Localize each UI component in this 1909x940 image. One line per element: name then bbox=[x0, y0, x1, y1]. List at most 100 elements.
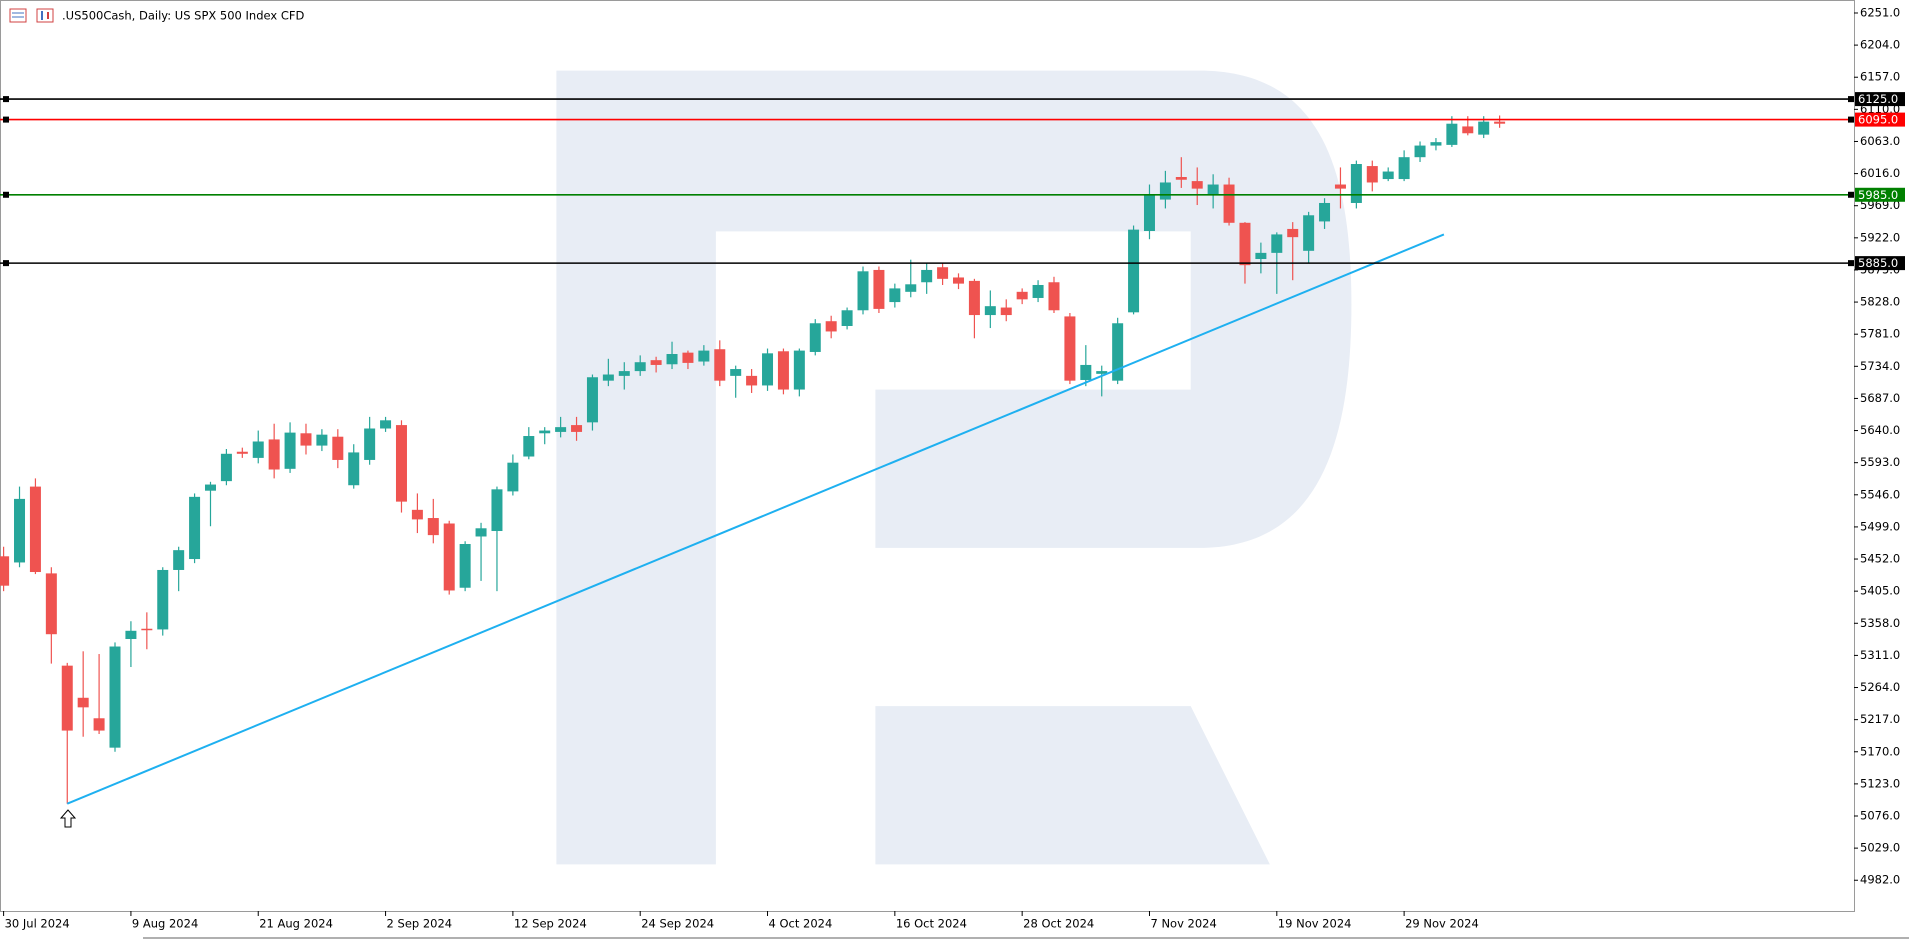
candle-body bbox=[364, 428, 376, 460]
candle-body bbox=[220, 453, 232, 482]
x-tick-label: 29 Nov 2024 bbox=[1405, 917, 1479, 931]
candle-body bbox=[555, 427, 567, 432]
candle-body bbox=[1128, 229, 1140, 313]
candle-body bbox=[905, 284, 917, 292]
candle-body bbox=[1000, 307, 1012, 316]
level-label-box bbox=[1855, 92, 1905, 107]
candle-body bbox=[348, 452, 360, 486]
level-handle bbox=[3, 96, 9, 103]
candle-body bbox=[777, 351, 789, 390]
candle-body bbox=[1271, 234, 1283, 253]
x-tick-label: 2 Sep 2024 bbox=[387, 917, 453, 931]
level-handle bbox=[1848, 191, 1854, 198]
candle-body bbox=[1398, 157, 1410, 180]
candle-body bbox=[1032, 284, 1044, 298]
level-label: 6095.0 bbox=[1858, 113, 1898, 127]
candle-body bbox=[1446, 123, 1458, 145]
x-tick-label: 19 Nov 2024 bbox=[1278, 917, 1352, 931]
y-tick-label: 5781.0 bbox=[1860, 327, 1900, 341]
candle-body bbox=[825, 321, 837, 332]
y-tick-label: 5593.0 bbox=[1860, 455, 1900, 469]
level-handle bbox=[3, 260, 9, 267]
candle-body bbox=[443, 523, 455, 591]
candle-body bbox=[1303, 215, 1315, 251]
candle-body bbox=[14, 498, 26, 563]
candle-body bbox=[141, 628, 153, 631]
y-tick-label: 5499.0 bbox=[1860, 519, 1900, 533]
level-handle bbox=[3, 116, 9, 123]
candle-body bbox=[1175, 177, 1187, 180]
candle-body bbox=[157, 569, 169, 630]
y-tick-label: 6251.0 bbox=[1860, 5, 1900, 19]
candle-body bbox=[666, 354, 678, 365]
candle-body bbox=[1048, 282, 1060, 311]
x-tick-label: 28 Oct 2024 bbox=[1023, 917, 1094, 931]
candle-body bbox=[539, 430, 551, 434]
candle-body bbox=[300, 433, 312, 446]
level-label-box bbox=[1855, 187, 1905, 202]
x-tick-label: 4 Oct 2024 bbox=[769, 917, 833, 931]
y-tick-label: 5452.0 bbox=[1860, 552, 1900, 566]
candle-body bbox=[682, 352, 694, 363]
candle-body bbox=[507, 462, 519, 492]
candle-body bbox=[395, 425, 407, 502]
candle-body bbox=[1287, 228, 1299, 238]
x-tick-label: 24 Sep 2024 bbox=[641, 917, 714, 931]
y-tick-label: 5405.0 bbox=[1860, 584, 1900, 598]
candle-body bbox=[937, 267, 949, 279]
candle-body bbox=[746, 375, 758, 386]
candle-body bbox=[571, 425, 583, 432]
candle-body bbox=[268, 439, 280, 470]
y-tick-label: 5311.0 bbox=[1860, 648, 1900, 662]
candle-body bbox=[0, 556, 10, 586]
x-tick-label: 7 Nov 2024 bbox=[1150, 917, 1216, 931]
candle-body bbox=[77, 697, 89, 708]
y-tick-label: 5358.0 bbox=[1860, 616, 1900, 630]
candle-body bbox=[857, 271, 869, 311]
candle-body bbox=[809, 323, 821, 352]
candle-body bbox=[1159, 182, 1171, 200]
candle-body bbox=[793, 350, 805, 390]
candle-body bbox=[714, 349, 726, 381]
y-tick-label: 6204.0 bbox=[1860, 38, 1900, 52]
y-tick-label: 6063.0 bbox=[1860, 134, 1900, 148]
y-tick-label: 5640.0 bbox=[1860, 423, 1900, 437]
candle-body bbox=[1478, 121, 1490, 135]
level-label: 5985.0 bbox=[1858, 188, 1898, 202]
y-tick-label: 6157.0 bbox=[1860, 70, 1900, 84]
candle-body bbox=[984, 306, 996, 316]
candle-body bbox=[316, 434, 328, 446]
y-tick-label: 5828.0 bbox=[1860, 295, 1900, 309]
candle-body bbox=[730, 369, 742, 376]
level-label-box bbox=[1855, 256, 1905, 271]
candle-body bbox=[1207, 184, 1219, 195]
level-handle bbox=[1848, 116, 1854, 123]
candle-body bbox=[618, 371, 630, 376]
candle-body bbox=[523, 436, 535, 457]
title-icons bbox=[9, 8, 54, 23]
candle-body bbox=[427, 518, 439, 536]
candle-body bbox=[380, 420, 392, 429]
y-tick-label: 5734.0 bbox=[1860, 359, 1900, 373]
candle-body bbox=[45, 573, 57, 635]
candle-body bbox=[889, 288, 901, 303]
x-tick-label: 12 Sep 2024 bbox=[514, 917, 587, 931]
candle-body bbox=[1414, 145, 1426, 158]
candle-body bbox=[921, 269, 933, 283]
y-tick-label: 5217.0 bbox=[1860, 712, 1900, 726]
candle-body bbox=[1255, 252, 1267, 260]
level-handle bbox=[1848, 96, 1854, 103]
candle-body bbox=[204, 484, 216, 491]
candle-body bbox=[1239, 222, 1251, 266]
candle-body bbox=[189, 496, 201, 560]
y-tick-label: 5123.0 bbox=[1860, 776, 1900, 790]
candle-body bbox=[953, 277, 964, 284]
plot-border bbox=[0, 0, 1855, 912]
candle-body bbox=[475, 528, 487, 537]
candle-body bbox=[1382, 171, 1394, 180]
candle-body bbox=[968, 280, 980, 316]
candle-body bbox=[93, 718, 105, 731]
candle-body bbox=[61, 665, 73, 731]
x-tick-label: 30 Jul 2024 bbox=[5, 917, 70, 931]
candle-body bbox=[1223, 184, 1235, 223]
